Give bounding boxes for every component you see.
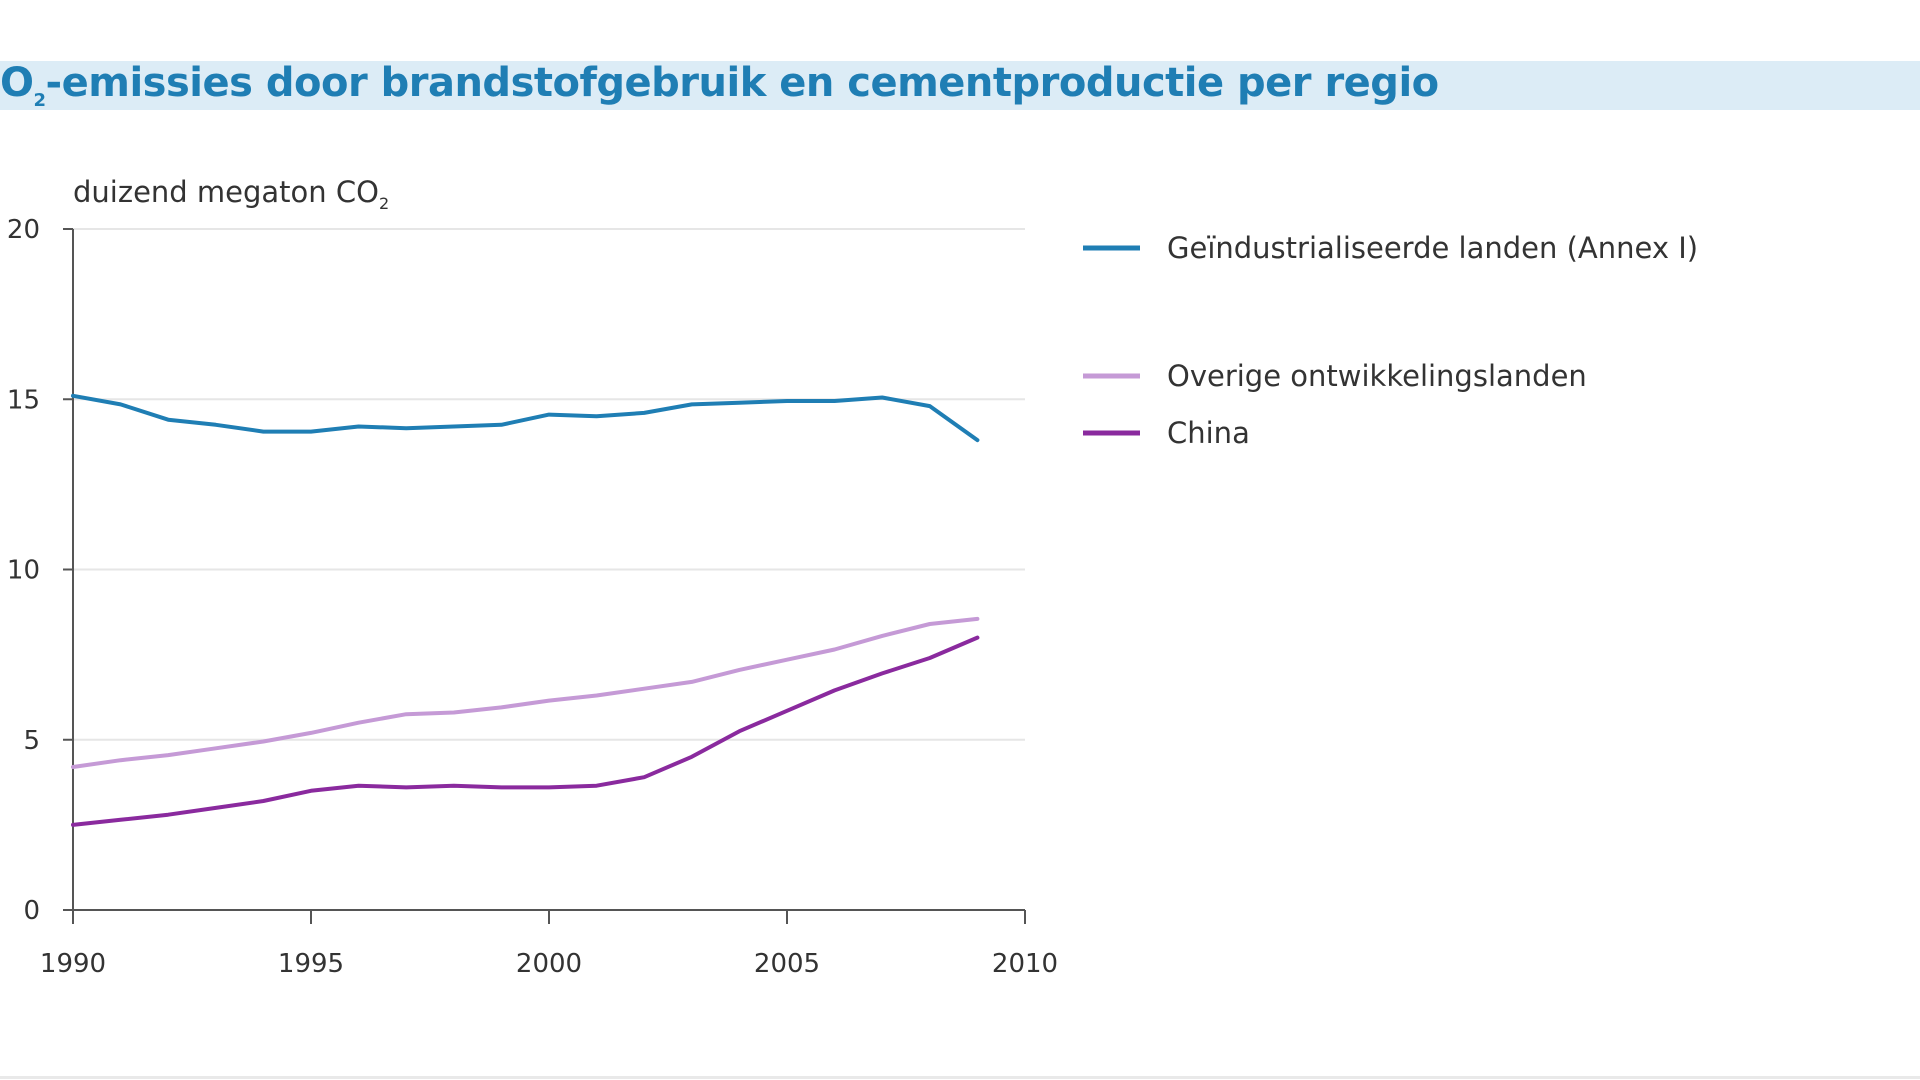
series-line-other_developing	[71, 616, 980, 769]
y-tick-label: 0	[23, 896, 40, 926]
series-lines	[71, 393, 980, 827]
y-tick-label: 15	[7, 385, 40, 415]
x-tick-labels: 1990 1995 2000 2005 2010	[40, 949, 1058, 979]
legend: Geïndustrialiseerde landen (Annex I) Over…	[1083, 231, 1698, 450]
series-line-china	[71, 635, 980, 827]
bottom-divider	[0, 1076, 1920, 1079]
axes	[63, 228, 1026, 924]
title-subscript: 2	[33, 90, 47, 111]
title-rest: -emissies door brandstofgebruik en cemen…	[45, 60, 1440, 106]
legend-label-china: China	[1167, 416, 1250, 450]
y-tick-label: 5	[23, 726, 40, 756]
y-tick-label: 10	[7, 556, 40, 586]
x-tick-label: 2005	[754, 949, 820, 979]
legend-label-industrialized: Geïndustrialiseerde landen (Annex I)	[1167, 231, 1698, 265]
x-tick-label: 2010	[992, 949, 1058, 979]
x-tick-label: 1995	[278, 949, 344, 979]
x-tick-label: 1990	[40, 949, 106, 979]
title-prefix: O	[0, 60, 34, 106]
title-band	[0, 61, 1920, 110]
y-tick-label: 20	[7, 215, 40, 245]
y-axis-label-main: duizend megaton CO	[73, 175, 379, 209]
chart-title: O2-emissies door brandstofgebruik en cem…	[0, 57, 1440, 111]
series-line-industrialized	[71, 393, 980, 443]
y-axis-label-subscript: 2	[379, 194, 389, 213]
y-axis-label: duizend megaton CO2	[73, 175, 389, 213]
y-tick-labels: 0 5 10 15 20	[7, 215, 40, 926]
gridlines	[73, 228, 1025, 741]
legend-label-other_developing: Overige ontwikkelingslanden	[1167, 359, 1587, 393]
x-tick-label: 2000	[516, 949, 582, 979]
